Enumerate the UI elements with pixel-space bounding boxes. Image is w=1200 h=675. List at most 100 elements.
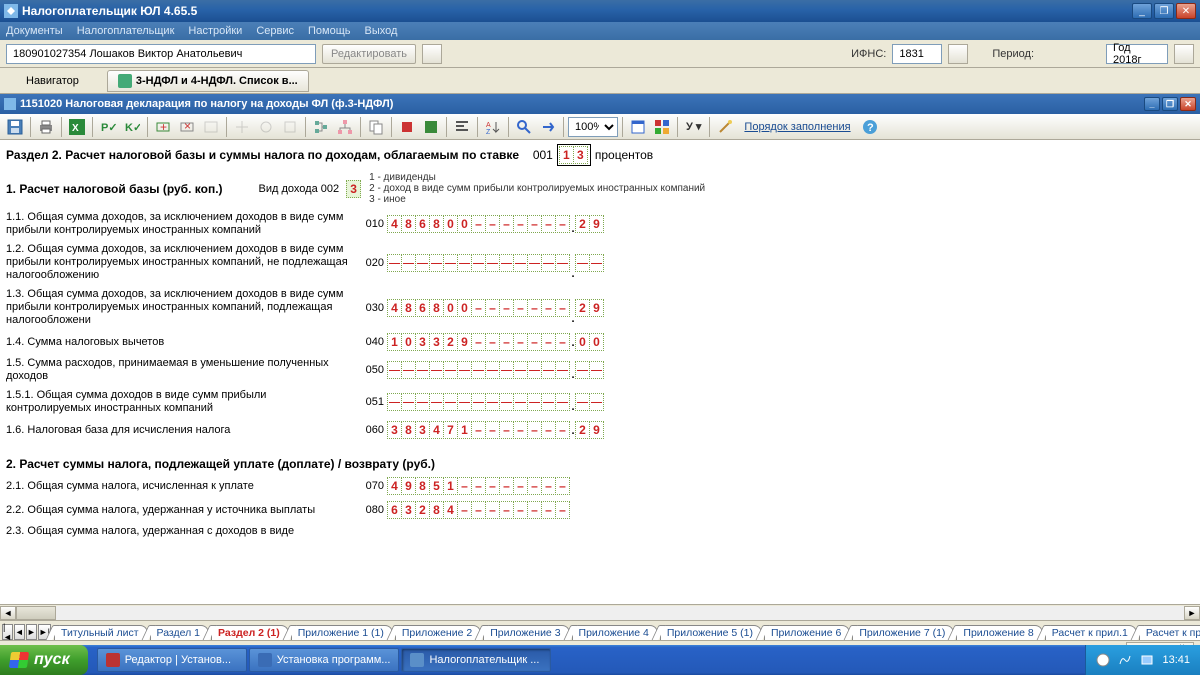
y-dropdown[interactable]: У ▾ [682,116,705,138]
page-tab[interactable]: Приложение 4 [572,625,658,640]
page-tab[interactable]: Приложение 2 [395,625,481,640]
value-cells[interactable]: 486800––––––– [388,299,570,317]
more-button[interactable] [422,44,442,64]
tray-icon-3[interactable] [1140,653,1154,667]
menu-taxpayer[interactable]: Налогоплательщик [77,25,175,37]
page-tab[interactable]: Приложение 5 (1) [660,625,762,640]
add-row-icon[interactable]: + [152,116,174,138]
form-row: 2.3. Общая сумма налога, удержанная с до… [6,525,1190,538]
row-code: 040 [356,336,384,348]
tray-icon-1[interactable] [1096,653,1110,667]
value-cells[interactable] [388,254,570,272]
tray-icon-2[interactable] [1118,653,1132,667]
menu-settings[interactable]: Настройки [188,25,242,37]
next-icon[interactable] [537,116,559,138]
document-area: Раздел 2. Расчет налоговой базы и суммы … [0,140,1200,647]
page-tab[interactable]: Приложение 8 [956,625,1042,640]
hierarchy-icon[interactable] [334,116,356,138]
taskbar-button[interactable]: Налогоплательщик ... [401,648,551,672]
page-tab[interactable]: Раздел 1 [150,625,209,640]
inner-minimize-button[interactable]: _ [1144,97,1160,111]
check-k-icon[interactable]: K✓ [121,116,143,138]
sort-icon[interactable]: AZ [482,116,504,138]
inner-close-button[interactable]: ✕ [1180,97,1196,111]
value-cells[interactable]: 29 [576,421,604,439]
fill-order-link[interactable]: Порядок заполнения [744,121,850,133]
value-cells[interactable] [388,361,570,379]
scroll-track[interactable] [16,606,1184,620]
row-code: 030 [356,302,384,314]
period-pick-button[interactable] [1174,44,1194,64]
page-tab[interactable]: Приложение 6 [764,625,850,640]
start-button[interactable]: пуск [0,645,88,675]
ifns-pick-button[interactable] [948,44,968,64]
align-icon[interactable] [451,116,473,138]
value-cells[interactable]: 29 [576,299,604,317]
taskbar-button[interactable]: Редактор | Установ... [97,648,247,672]
save-icon[interactable] [4,116,26,138]
row-label: 1.2. Общая сумма доходов, за исключением… [6,243,356,282]
document-scroll[interactable]: Раздел 2. Расчет налоговой базы и суммы … [0,140,1200,604]
close-button[interactable]: ✕ [1176,3,1196,19]
rate-input[interactable]: 1 3 [557,144,591,166]
vid-input[interactable]: 3 [346,180,361,198]
grid-icon[interactable] [651,116,673,138]
tree-icon[interactable] [310,116,332,138]
value-cells[interactable]: 63284–––––––– [388,501,570,519]
help-icon[interactable]: ? [859,116,881,138]
menu-help[interactable]: Помощь [308,25,351,37]
task-icon [258,653,272,667]
value-cells[interactable]: 29 [576,215,604,233]
page-tab[interactable]: Титульный лист [54,625,148,640]
value-cells[interactable]: 103329––––––– [388,333,570,351]
page-tab[interactable]: Расчет к прил.1 [1045,625,1137,640]
minimize-button[interactable]: _ [1132,3,1152,19]
value-cells[interactable]: 486800––––––– [388,215,570,233]
menu-documents[interactable]: Документы [6,25,63,37]
tab-prev-button[interactable]: ◄ [14,624,25,640]
copy-icon[interactable] [365,116,387,138]
value-cells[interactable] [576,393,604,411]
check-p-icon[interactable]: P✓ [97,116,119,138]
value-cells[interactable] [576,254,604,272]
navigator-tab[interactable]: 3-НДФЛ и 4-НДФЛ. Список в... [107,70,309,92]
page-tab[interactable]: Приложение 7 (1) [852,625,954,640]
wand-icon[interactable] [714,116,736,138]
scroll-left-button[interactable]: ◄ [0,606,16,620]
page-tab[interactable]: Расчет к прил.5 [1139,625,1200,640]
tab-next-button[interactable]: ► [26,624,37,640]
window-icon[interactable] [627,116,649,138]
row-code: 051 [356,396,384,408]
scroll-thumb[interactable] [16,606,56,620]
inner-maximize-button[interactable]: ❐ [1162,97,1178,111]
delete-row-icon[interactable]: × [176,116,198,138]
value-cells[interactable]: 383471––––––– [388,421,570,439]
h-scrollbar[interactable]: ◄ ► [0,604,1200,620]
maximize-button[interactable]: ❐ [1154,3,1174,19]
tab-first-button[interactable]: |◄ [2,624,13,640]
value-cells[interactable]: 00 [576,333,604,351]
page-tab[interactable]: Приложение 3 [483,625,569,640]
print-icon[interactable] [35,116,57,138]
find-icon[interactable] [513,116,535,138]
taskbar-button[interactable]: Установка программ... [249,648,400,672]
color-icon[interactable] [420,116,442,138]
period-value: Год 2018г [1106,44,1168,64]
value-cells[interactable] [576,361,604,379]
value-cells[interactable] [388,393,570,411]
menu-exit[interactable]: Выход [365,25,398,37]
row-label: 2.1. Общая сумма налога, исчисленная к у… [6,480,356,493]
edit-button[interactable]: Редактировать [322,44,416,64]
value-cells[interactable]: 49851–––––––– [388,477,570,495]
page-tabstrip: |◄ ◄ ► ►| Титульный листРаздел 1Раздел 2… [0,620,1200,640]
zoom-select[interactable]: 100% [568,117,618,137]
stop-icon[interactable] [396,116,418,138]
scroll-right-button[interactable]: ► [1184,606,1200,620]
page-tab[interactable]: Приложение 1 (1) [291,625,393,640]
page-tab[interactable]: Раздел 2 (1) [211,625,289,640]
svg-text:+: + [160,120,167,134]
menu-service[interactable]: Сервис [256,25,294,37]
excel-icon[interactable]: X [66,116,88,138]
svg-text:?: ? [867,122,874,134]
navigator-label[interactable]: Навигатор [6,75,99,87]
